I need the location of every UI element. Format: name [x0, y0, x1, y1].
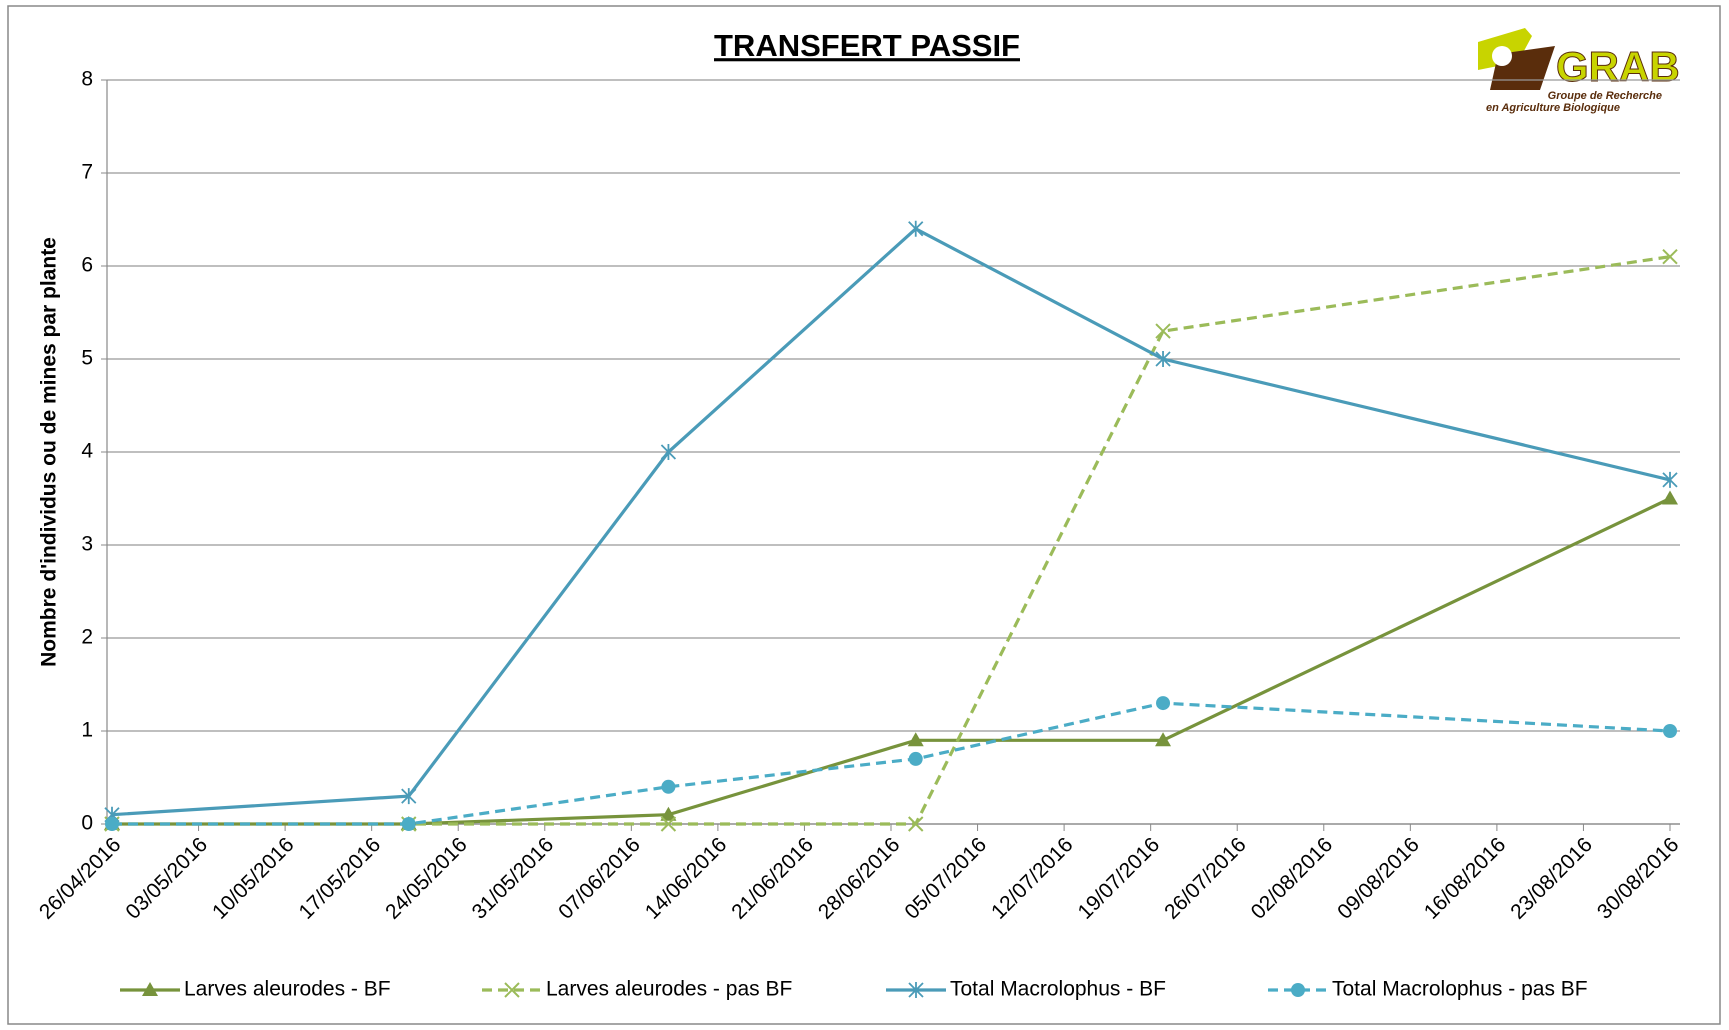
marker — [1155, 732, 1172, 747]
marker — [142, 982, 158, 996]
y-tick-label: 5 — [81, 347, 93, 370]
legend-label: Total Macrolophus - BF — [950, 978, 1166, 1001]
chart-border — [7, 5, 1721, 1025]
chart-title: TRANSFERT PASSIF — [714, 28, 1020, 63]
marker — [504, 982, 520, 998]
logo: GRAB Groupe de Recherche en Agriculture … — [1478, 28, 1680, 114]
marker — [907, 732, 924, 747]
series-line — [111, 226, 1671, 817]
y-axis-label: Nombre d'individus ou de mines par plant… — [38, 237, 61, 667]
legend-label: Larves aleurodes - pas BF — [546, 978, 792, 1001]
logo-line: en Agriculture Biologique — [1486, 102, 1620, 114]
marker — [908, 220, 924, 237]
y-tick-label: 7 — [81, 161, 93, 184]
marker — [660, 806, 677, 821]
y-tick-label: 3 — [81, 533, 93, 556]
y-tick-label: 8 — [81, 68, 93, 91]
series-line — [112, 701, 1671, 826]
marker — [1662, 248, 1678, 265]
marker — [660, 816, 677, 832]
marker — [1291, 983, 1305, 997]
marker — [1662, 471, 1678, 488]
marker — [660, 444, 677, 460]
marker — [661, 779, 676, 794]
marker — [1662, 490, 1678, 505]
marker — [1155, 323, 1171, 339]
y-tick-label: 6 — [81, 254, 93, 277]
marker — [401, 817, 416, 831]
y-tick-label: 1 — [81, 719, 93, 742]
legend-label: Larves aleurodes - BF — [184, 978, 391, 1001]
marker — [401, 788, 417, 805]
marker — [908, 982, 924, 998]
logo-line: Groupe de Recherche — [1548, 90, 1662, 102]
marker — [908, 751, 923, 766]
marker — [1663, 724, 1677, 738]
marker — [908, 816, 924, 832]
y-tick-label: 0 — [81, 812, 93, 835]
marker — [1155, 351, 1171, 367]
legend-label: Total Macrolophus - pas BF — [1332, 978, 1588, 1001]
y-tick-label: 2 — [81, 626, 93, 649]
marker — [105, 817, 119, 831]
logo-name: GRAB — [1556, 43, 1680, 90]
marker — [1156, 696, 1171, 711]
y-tick-label: 4 — [81, 440, 93, 463]
